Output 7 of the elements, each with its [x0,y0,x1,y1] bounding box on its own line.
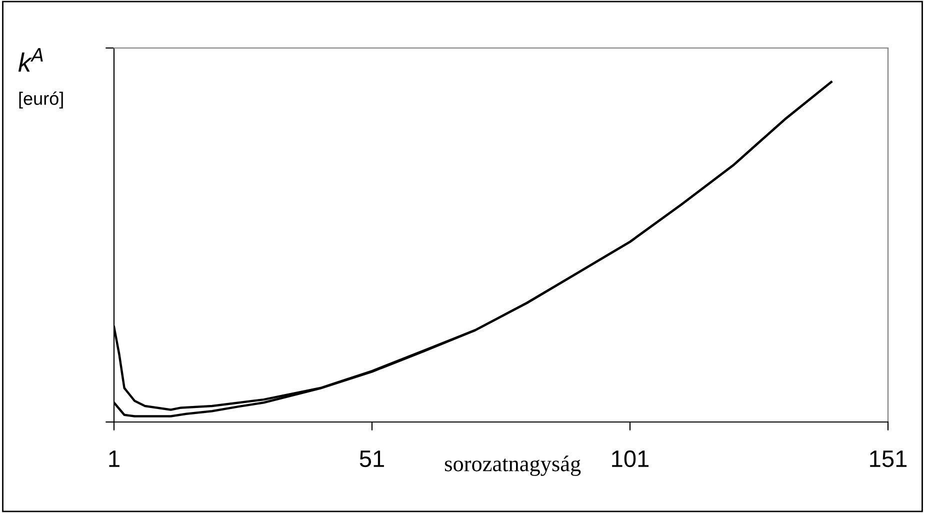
y-axis-title: k$^{A}$ [18,48,43,72]
x-tick-label: 1 [109,450,120,467]
text: [euró] [19,91,63,109]
x-axis-title: sorozatnagyság [445,456,581,476]
x-tick-label: 51 [360,450,384,468]
x-tick-label: 151 [870,450,907,468]
x-tick-label: 101 [612,450,649,468]
